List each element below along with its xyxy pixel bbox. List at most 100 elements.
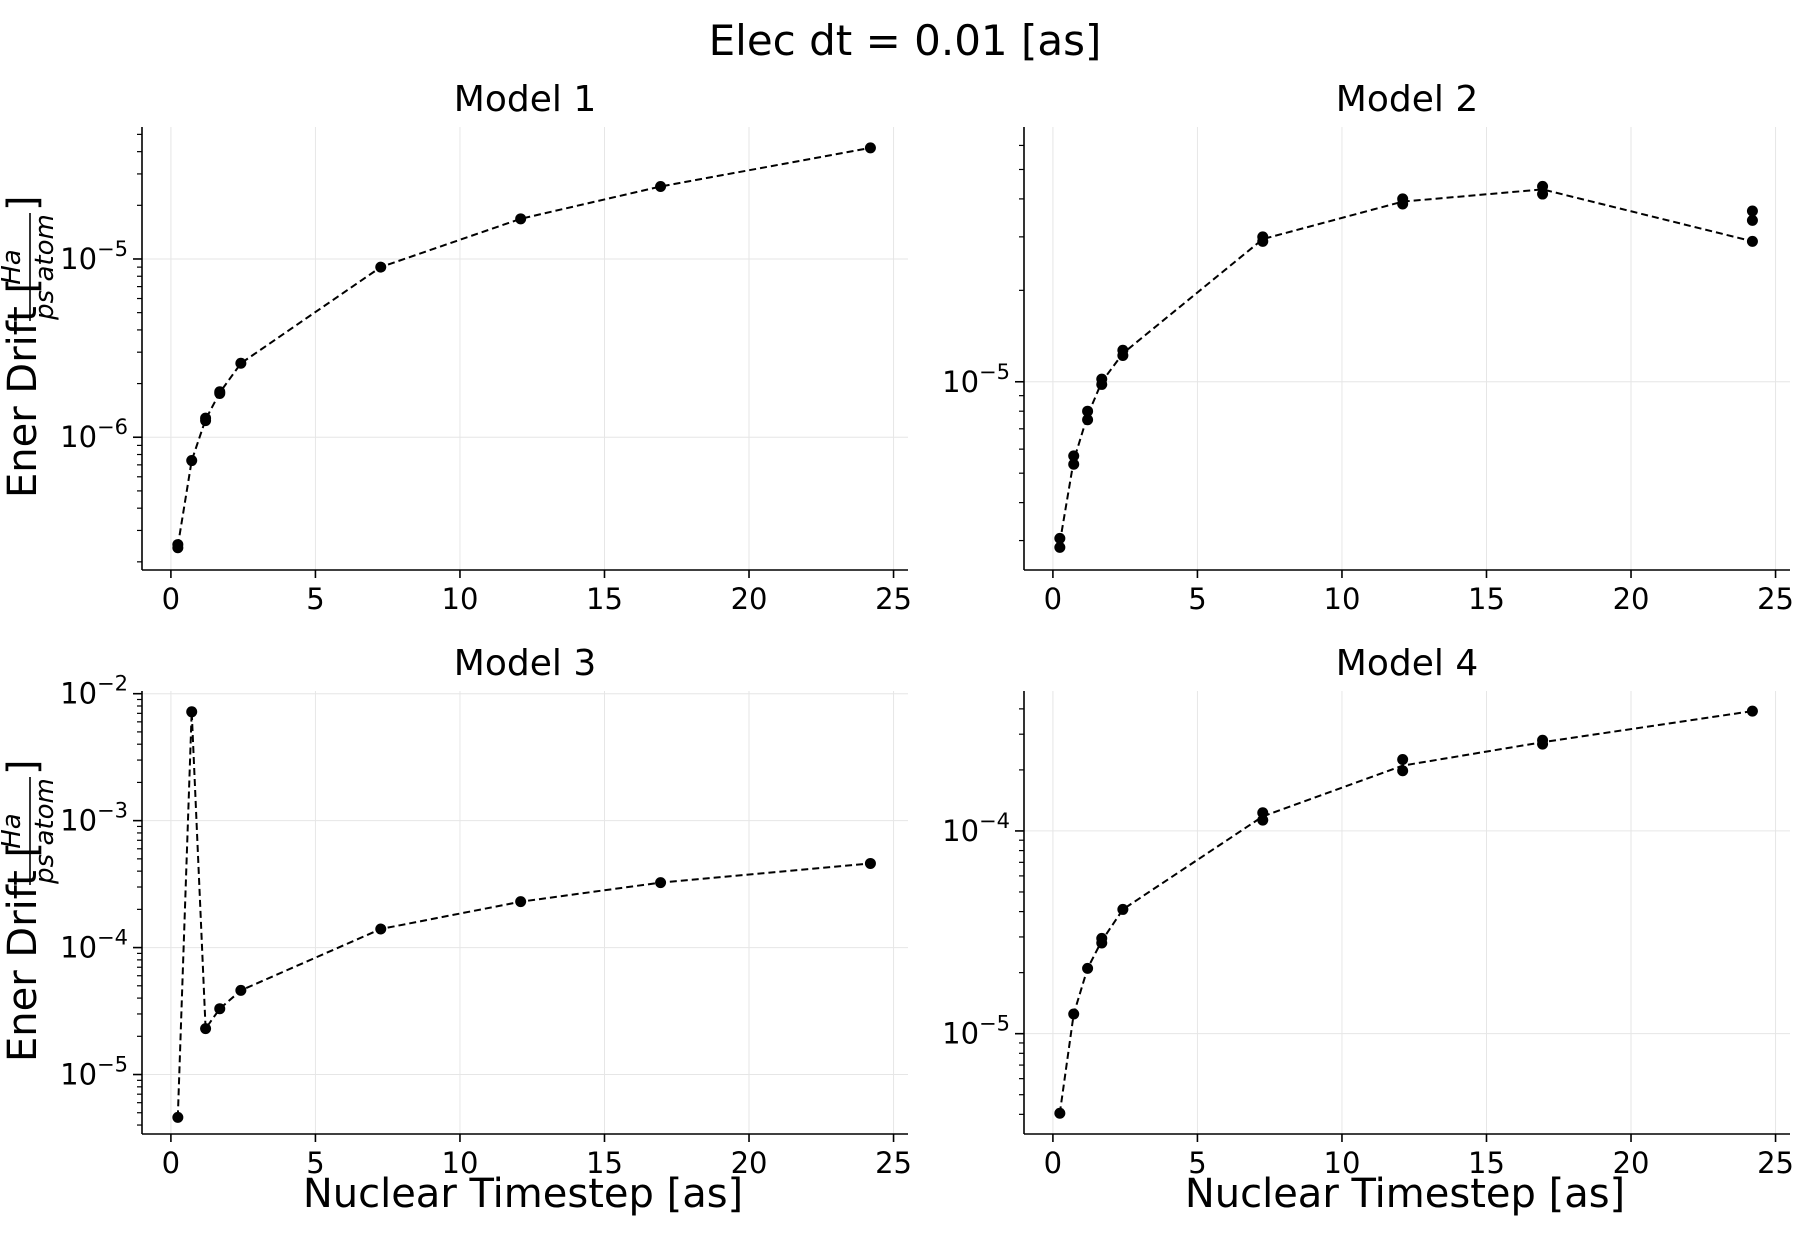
x-tick-label: 5 bbox=[306, 582, 324, 616]
y-axis-label-group: Ener Drift [Ha ps atom] bbox=[0, 759, 60, 1062]
subplot-model-2: 0 5 10 15 20 25 10−5 Model 2 bbox=[942, 79, 1794, 616]
x-tick-label: 10 bbox=[442, 1146, 479, 1180]
data-point bbox=[864, 142, 876, 154]
x-tick-label: 20 bbox=[1613, 1146, 1650, 1180]
y-axis-label-suffix: ] bbox=[0, 195, 46, 211]
x-tick-label: 10 bbox=[1324, 582, 1361, 616]
subplot-model-1: 0 5 10 15 20 25 10−6 10−5 Model 1 bbox=[60, 79, 912, 616]
y-axis-label-numerator: Ha bbox=[0, 249, 27, 284]
x-tick-label: 5 bbox=[1188, 582, 1206, 616]
data-point bbox=[1082, 962, 1094, 974]
data-point bbox=[1082, 414, 1094, 426]
x-tick-label: 25 bbox=[875, 1146, 912, 1180]
x-tick-label: 25 bbox=[875, 582, 912, 616]
data-point bbox=[1117, 350, 1129, 362]
data-point bbox=[186, 706, 198, 718]
data-point bbox=[1054, 532, 1066, 544]
data-point bbox=[186, 455, 198, 467]
y-axis-label-denominator: ps atom bbox=[30, 778, 60, 885]
data-point bbox=[1746, 705, 1758, 717]
data-point bbox=[1096, 937, 1108, 949]
subplot-title: Model 4 bbox=[1336, 643, 1478, 684]
data-point bbox=[200, 415, 212, 427]
data-point bbox=[1082, 405, 1094, 417]
data-point bbox=[1537, 180, 1549, 192]
data-point bbox=[1746, 235, 1758, 247]
figure-title: Elec dt = 0.01 [as] bbox=[709, 16, 1102, 65]
y-tick-label: 10−6 bbox=[60, 415, 128, 454]
data-point bbox=[1117, 903, 1129, 915]
x-axis-label-right-column: Nuclear Timestep [as] bbox=[1185, 1171, 1625, 1217]
series-line bbox=[176, 146, 871, 547]
y-axis-label-prefix: Ener Drift [ bbox=[0, 842, 46, 1062]
data-point bbox=[1257, 235, 1269, 247]
data-point bbox=[214, 387, 226, 399]
x-axis-label-left-column: Nuclear Timestep [as] bbox=[303, 1171, 743, 1217]
subplot-model-4: 0 5 10 15 20 25 10−5 10−4 Model 4 bbox=[942, 643, 1794, 1180]
y-axis-label-group: Ener Drift [Ha ps atom] bbox=[0, 195, 60, 498]
subplot-title: Model 2 bbox=[1336, 79, 1478, 120]
data-point bbox=[1257, 814, 1269, 826]
data-point bbox=[1054, 1107, 1066, 1119]
x-tick-label: 20 bbox=[731, 582, 768, 616]
x-tick-label: 15 bbox=[1468, 582, 1505, 616]
data-point bbox=[864, 857, 876, 869]
x-tick-label: 20 bbox=[1613, 582, 1650, 616]
y-tick-label: 10−2 bbox=[60, 672, 128, 711]
x-tick-label: 0 bbox=[162, 1146, 180, 1180]
series-line bbox=[1058, 710, 1753, 1114]
data-point bbox=[515, 896, 527, 908]
x-tick-label: 5 bbox=[306, 1146, 324, 1180]
y-tick-label: 10−4 bbox=[60, 926, 128, 965]
data-point bbox=[1746, 205, 1758, 217]
subplot-title: Model 3 bbox=[454, 643, 596, 684]
subplot-title: Model 1 bbox=[454, 79, 596, 120]
y-axis-label-numerator: Ha bbox=[0, 813, 27, 848]
x-tick-label: 5 bbox=[1188, 1146, 1206, 1180]
data-point bbox=[1397, 754, 1409, 766]
x-tick-label: 25 bbox=[1757, 1146, 1794, 1180]
data-point bbox=[1537, 188, 1549, 200]
data-point bbox=[1096, 378, 1108, 390]
data-point bbox=[1054, 541, 1066, 553]
x-tick-label: 0 bbox=[1044, 1146, 1062, 1180]
data-point bbox=[1746, 214, 1758, 226]
x-tick-label: 15 bbox=[586, 582, 623, 616]
y-tick-label: 10−4 bbox=[942, 809, 1010, 848]
data-point bbox=[1397, 198, 1409, 210]
x-tick-label: 0 bbox=[1044, 582, 1062, 616]
x-tick-label: 25 bbox=[1757, 582, 1794, 616]
y-axis-label-suffix: ] bbox=[0, 759, 46, 775]
subplot-model-3: 0 5 10 15 20 25 10−5 10−4 10−3 10−2 Model 3 bbox=[60, 643, 912, 1180]
y-tick-label: 10−5 bbox=[60, 1053, 128, 1092]
data-point bbox=[172, 542, 184, 554]
data-point bbox=[235, 357, 247, 369]
data-point bbox=[375, 923, 387, 935]
data-point bbox=[214, 1003, 226, 1015]
data-point bbox=[375, 261, 387, 273]
y-tick-label: 10−5 bbox=[942, 1012, 1010, 1051]
y-tick-label: 10−5 bbox=[60, 237, 128, 276]
data-point bbox=[655, 181, 667, 193]
x-tick-label: 10 bbox=[442, 582, 479, 616]
y-axis-label-prefix: Ener Drift [ bbox=[0, 278, 46, 498]
data-point bbox=[1068, 450, 1080, 462]
x-tick-label: 15 bbox=[586, 1146, 623, 1180]
data-point bbox=[1537, 738, 1549, 750]
data-point bbox=[1068, 1008, 1080, 1020]
y-tick-label: 10−5 bbox=[942, 360, 1010, 399]
data-point bbox=[515, 213, 527, 225]
y-axis-label-top-row: Ener Drift [Ha ps atom] bbox=[0, 195, 60, 498]
x-tick-label: 20 bbox=[731, 1146, 768, 1180]
data-point bbox=[235, 984, 247, 996]
data-point bbox=[655, 877, 667, 889]
x-tick-label: 0 bbox=[162, 582, 180, 616]
data-point bbox=[200, 1023, 212, 1035]
data-point bbox=[1397, 765, 1409, 777]
x-tick-label: 15 bbox=[1468, 1146, 1505, 1180]
y-axis-label-denominator: ps atom bbox=[30, 214, 60, 321]
data-point bbox=[1068, 458, 1080, 470]
y-axis-label-bottom-row: Ener Drift [Ha ps atom] bbox=[0, 759, 60, 1062]
